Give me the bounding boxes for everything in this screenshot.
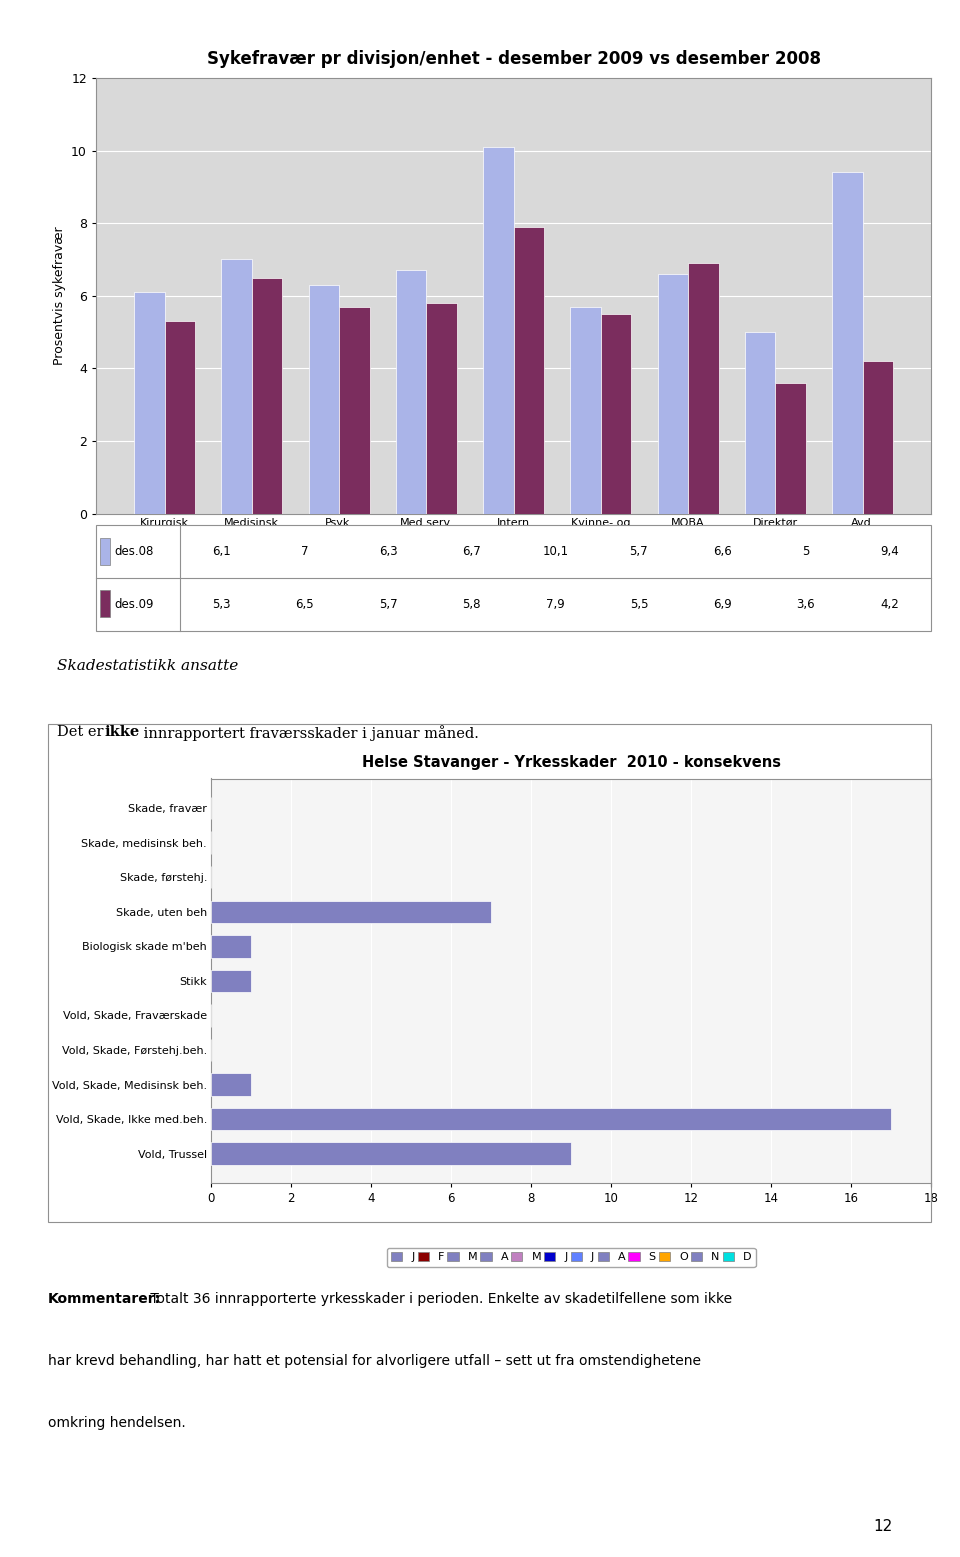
Text: 6,5: 6,5 bbox=[296, 598, 314, 610]
Bar bbox=[211, 1109, 891, 1130]
Bar bbox=[211, 936, 252, 958]
Text: des.09: des.09 bbox=[114, 598, 154, 610]
Bar bbox=[134, 293, 164, 514]
Bar bbox=[570, 307, 601, 514]
Legend: J, F, M, A, M, J, J, A, S, O, N, D: J, F, M, A, M, J, J, A, S, O, N, D bbox=[387, 1247, 756, 1267]
Bar bbox=[308, 285, 339, 514]
Bar bbox=[339, 307, 370, 514]
Bar bbox=[211, 1143, 571, 1165]
Bar bbox=[211, 970, 252, 992]
Text: Totalt 36 innrapporterte yrkesskader i perioden. Enkelte av skadetilfellene som : Totalt 36 innrapporterte yrkesskader i p… bbox=[146, 1292, 732, 1306]
Text: 3,6: 3,6 bbox=[797, 598, 815, 610]
Text: 5,3: 5,3 bbox=[212, 598, 230, 610]
Text: 5: 5 bbox=[803, 545, 809, 557]
Bar bbox=[514, 227, 544, 514]
Text: 5,7: 5,7 bbox=[630, 545, 648, 557]
Text: innrapportert fraværsskader i januar måned.: innrapportert fraværsskader i januar mån… bbox=[139, 726, 479, 741]
Text: 6,7: 6,7 bbox=[463, 545, 481, 557]
Text: 5,7: 5,7 bbox=[379, 598, 397, 610]
Bar bbox=[100, 590, 110, 617]
Text: 6,6: 6,6 bbox=[713, 545, 732, 557]
Bar bbox=[221, 260, 252, 514]
Y-axis label: Prosentvis sykefravær: Prosentvis sykefravær bbox=[53, 226, 65, 366]
Bar bbox=[863, 361, 893, 514]
Text: 12: 12 bbox=[874, 1518, 893, 1534]
Text: 7,9: 7,9 bbox=[546, 598, 564, 610]
Bar bbox=[601, 315, 632, 514]
Bar bbox=[211, 1073, 252, 1096]
Bar bbox=[688, 263, 719, 514]
Text: omkring hendelsen.: omkring hendelsen. bbox=[48, 1415, 185, 1429]
Title: Sykefravær pr divisjon/enhet - desember 2009 vs desember 2008: Sykefravær pr divisjon/enhet - desember … bbox=[206, 50, 821, 69]
Text: har krevd behandling, har hatt et potensial for alvorligere utfall – sett ut fra: har krevd behandling, har hatt et potens… bbox=[48, 1355, 701, 1369]
Text: 6,9: 6,9 bbox=[713, 598, 732, 610]
Text: 10,1: 10,1 bbox=[542, 545, 568, 557]
Bar bbox=[832, 173, 863, 514]
Text: Kommentarer:: Kommentarer: bbox=[48, 1292, 161, 1306]
Text: Det er: Det er bbox=[57, 726, 108, 738]
Text: 6,3: 6,3 bbox=[379, 545, 397, 557]
Bar bbox=[100, 539, 110, 565]
Bar bbox=[164, 321, 195, 514]
Bar bbox=[483, 146, 514, 514]
Bar bbox=[658, 274, 688, 514]
Text: 4,2: 4,2 bbox=[880, 598, 899, 610]
Bar bbox=[776, 383, 806, 514]
Bar bbox=[426, 304, 457, 514]
Text: 5,8: 5,8 bbox=[463, 598, 481, 610]
Text: 7: 7 bbox=[301, 545, 308, 557]
Bar bbox=[211, 900, 492, 923]
Title: Helse Stavanger - Yrkesskader  2010 - konsekvens: Helse Stavanger - Yrkesskader 2010 - kon… bbox=[362, 755, 780, 771]
Text: 5,5: 5,5 bbox=[630, 598, 648, 610]
Text: Skadestatistikk ansatte: Skadestatistikk ansatte bbox=[57, 660, 238, 673]
Bar bbox=[745, 332, 776, 514]
Text: 9,4: 9,4 bbox=[880, 545, 899, 557]
Bar bbox=[396, 271, 426, 514]
Bar bbox=[252, 277, 282, 514]
Text: 6,1: 6,1 bbox=[212, 545, 230, 557]
Text: ikke: ikke bbox=[105, 726, 139, 738]
Text: des.08: des.08 bbox=[114, 545, 154, 557]
